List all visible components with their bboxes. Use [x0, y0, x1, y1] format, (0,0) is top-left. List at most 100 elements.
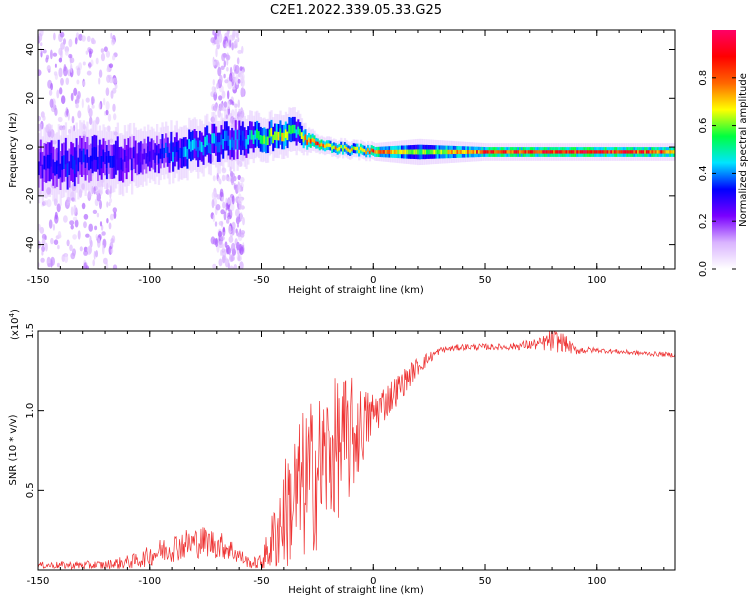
spectrogram-speckle	[59, 87, 63, 95]
spectrogram-core-cell	[325, 143, 329, 147]
spectrogram-speckle	[93, 250, 96, 260]
spectrogram-core-cell	[320, 142, 323, 147]
spectrogram-core-cell	[222, 139, 225, 150]
spectrogram-core-cell	[166, 147, 169, 158]
spectrogram-speckle	[214, 86, 217, 96]
spectrogram-speckle	[83, 221, 87, 229]
x-tick-label: -150	[27, 275, 50, 286]
spectrogram-core-cell	[127, 149, 130, 162]
spectrogram-speckle	[227, 196, 233, 205]
spectrogram-core-cell	[300, 132, 304, 139]
spectrogram-speckle	[221, 174, 226, 182]
spectrogram-speckle	[38, 115, 42, 122]
spectrogram-core-cell	[447, 149, 450, 155]
spectrogram-core-cell	[359, 146, 363, 151]
spectrogram-speckle	[63, 215, 68, 223]
spectrogram-core-cell	[431, 149, 434, 155]
spectrogram-speckle	[234, 103, 238, 108]
spectrogram-speckle	[52, 223, 56, 231]
spectrogram-speckle	[222, 255, 227, 261]
snr-y-axis-label: SNR (10 * v/v)	[8, 414, 19, 485]
spectrogram-speckle	[66, 239, 70, 247]
spectrogram-core-cell	[368, 150, 372, 155]
spectrogram-core-cell	[578, 150, 581, 154]
spectrogram-core-cell	[225, 130, 228, 141]
spectrogram-core-cell	[558, 150, 561, 154]
spectrogram-core-cell	[538, 150, 541, 154]
spectrogram-speckle	[46, 65, 51, 72]
spectrogram-speckle	[81, 202, 86, 210]
spectrogram-core-cell	[586, 150, 590, 154]
spectrogram-core-cell	[80, 150, 84, 165]
snr-x-axis-label: Height of straight line (km)	[288, 585, 424, 596]
spectrogram-core-cell	[240, 135, 243, 146]
spectrogram-speckle	[99, 221, 103, 227]
spectrogram-core-cell	[283, 132, 286, 142]
spectrogram-core-cell	[132, 146, 136, 159]
colorbar-tick-label: 0.0	[698, 261, 709, 277]
spectrogram-core-cell	[524, 150, 527, 154]
spectrogram-speckle	[95, 250, 98, 258]
spectrogram-speckle	[223, 73, 226, 79]
spectrogram-core-cell	[388, 149, 391, 154]
spectrogram-core-cell	[131, 158, 134, 171]
spectrogram-speckle	[73, 204, 77, 215]
spectrogram-core-cell	[356, 146, 359, 151]
spectrogram-core-cell	[635, 150, 638, 154]
colorbar-tick-label: 0.4	[698, 165, 709, 181]
spectrogram-core-cell	[114, 151, 118, 164]
spectrogram-core-cell	[73, 159, 77, 174]
spectrogram-core-cell	[663, 150, 667, 154]
spectrogram-speckle	[215, 204, 221, 211]
spectrogram-core-cell	[100, 156, 103, 169]
spectrogram-core-cell	[350, 148, 354, 152]
spectrogram-speckle	[113, 113, 117, 121]
spectrogram-core-cell	[172, 151, 175, 163]
spectrogram-core-cell	[236, 139, 239, 150]
spectrogram-core-cell	[111, 156, 114, 168]
spectrogram-speckle	[217, 107, 221, 118]
spectrogram-core-cell	[474, 150, 477, 154]
spectrogram-core-cell	[517, 150, 520, 154]
spectrogram-core-cell	[75, 150, 78, 165]
spectrogram-core-cell	[122, 159, 125, 172]
spectrogram-core-cell	[672, 150, 675, 154]
spectrogram-core-cell	[182, 146, 186, 158]
spectrogram-speckle	[237, 49, 243, 54]
spectrogram-speckle	[240, 176, 245, 183]
spectrogram-core-cell	[395, 149, 398, 155]
spectrogram-core-cell	[367, 148, 370, 152]
spectrogram-core-cell	[157, 153, 161, 164]
spectrogram-speckle	[61, 95, 66, 105]
spectrogram-core-cell	[399, 149, 402, 155]
spectrogram-speckle	[228, 247, 231, 256]
spectrogram-speckle	[216, 172, 219, 180]
spectrogram-speckle	[81, 98, 84, 109]
colorbar-tick-label: 0.8	[698, 70, 709, 86]
spectrogram-core-cell	[318, 143, 321, 148]
spectrogram-core-cell	[477, 150, 481, 154]
spectrogram-speckle	[221, 196, 224, 202]
spectrogram-speckle	[230, 176, 235, 186]
spectrogram-speckle	[86, 35, 91, 43]
spectrogram-core-cell	[165, 142, 168, 153]
spectrogram-core-cell	[383, 150, 386, 154]
spectrogram-core-cell	[105, 156, 109, 168]
spectrogram-core-cell	[384, 150, 388, 154]
spectrogram-core-cell	[585, 150, 588, 154]
spectrogram-speckle	[105, 109, 109, 116]
spectrogram-speckle	[220, 249, 223, 257]
y-tick-label: -20	[25, 188, 36, 204]
spectrogram-speckle	[215, 39, 220, 45]
spectrogram-core-cell	[426, 149, 429, 155]
spectrogram-speckle	[212, 30, 215, 36]
spectrogram-speckle	[81, 35, 86, 42]
spectrogram-core-cell	[420, 149, 423, 155]
spectrogram-speckle	[229, 254, 234, 262]
spectrogram-speckle	[70, 206, 74, 216]
spectrogram-core-cell	[257, 131, 261, 140]
spectrogram-speckle	[212, 61, 216, 66]
spectrogram-core-cell	[488, 150, 491, 154]
spectrogram-core-cell	[170, 141, 173, 152]
spectrogram-speckle	[42, 49, 47, 54]
